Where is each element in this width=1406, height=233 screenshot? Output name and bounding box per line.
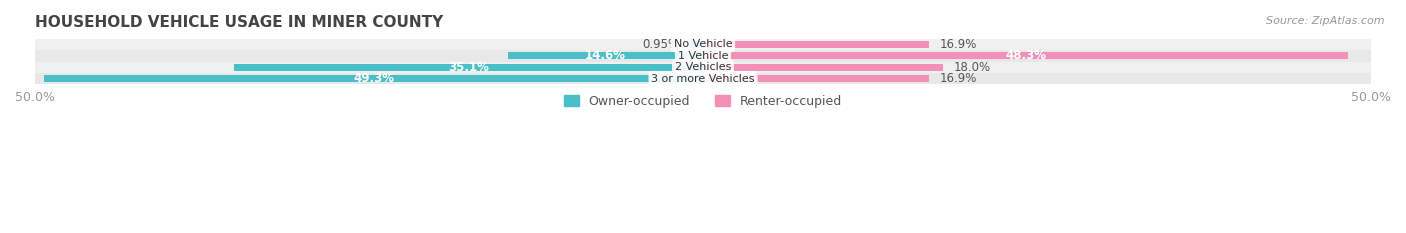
Bar (703, 41, 929, 48)
Bar (233, 64, 703, 71)
Text: 1 Vehicle: 1 Vehicle (678, 51, 728, 61)
Text: 16.9%: 16.9% (939, 38, 977, 51)
Bar (690, 41, 703, 48)
Text: 3 or more Vehicles: 3 or more Vehicles (651, 74, 755, 84)
Bar (35, 73, 1371, 85)
Bar (45, 75, 703, 82)
Bar (703, 52, 1348, 59)
Text: 35.1%: 35.1% (449, 61, 489, 74)
Text: 0.95%: 0.95% (643, 38, 679, 51)
Text: Source: ZipAtlas.com: Source: ZipAtlas.com (1267, 16, 1385, 26)
Text: 14.6%: 14.6% (585, 49, 626, 62)
Text: No Vehicle: No Vehicle (673, 39, 733, 49)
Text: 18.0%: 18.0% (955, 61, 991, 74)
Bar (35, 62, 1371, 73)
Text: 49.3%: 49.3% (353, 72, 394, 85)
Bar (703, 75, 929, 82)
Text: 2 Vehicles: 2 Vehicles (675, 62, 731, 72)
Bar (703, 64, 943, 71)
Text: HOUSEHOLD VEHICLE USAGE IN MINER COUNTY: HOUSEHOLD VEHICLE USAGE IN MINER COUNTY (35, 15, 443, 30)
Bar (35, 39, 1371, 50)
Text: 48.3%: 48.3% (1005, 49, 1046, 62)
Text: 16.9%: 16.9% (939, 72, 977, 85)
Bar (508, 52, 703, 59)
Bar (35, 50, 1371, 62)
Legend: Owner-occupied, Renter-occupied: Owner-occupied, Renter-occupied (564, 95, 842, 108)
